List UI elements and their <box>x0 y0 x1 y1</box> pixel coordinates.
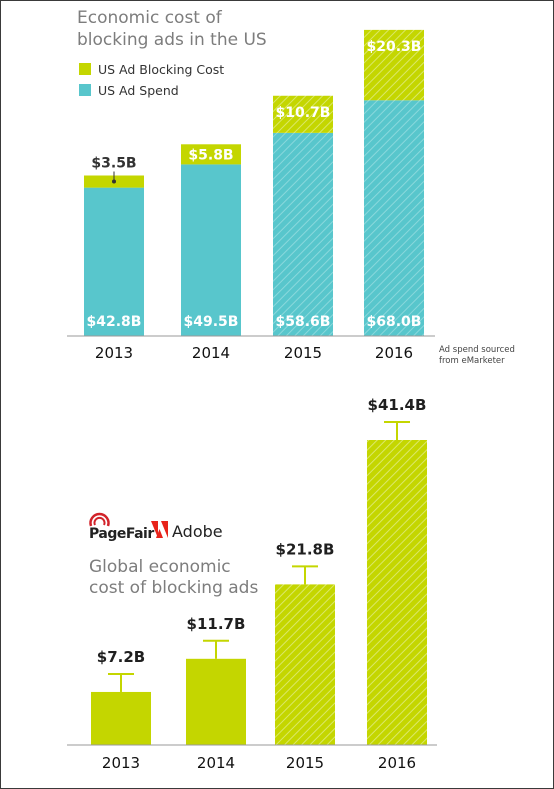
us-blocking-label-2015: $10.7B <box>276 105 331 121</box>
global-value-label-2015: $21.8B <box>276 540 335 558</box>
us-spend-bar-2015 <box>273 132 333 336</box>
adobe-logo-text: Adobe <box>172 522 223 541</box>
global-value-label-2014: $11.7B <box>187 615 246 633</box>
legend-swatch-blocking <box>79 63 91 75</box>
us-spend-label-2014: $49.5B <box>184 314 239 330</box>
adobe-logo: Adobe <box>151 521 223 541</box>
global-value-label-2016: $41.4B <box>368 396 427 414</box>
us-blocking-bar-2015 <box>273 95 333 133</box>
us-spend-bar-2016 <box>364 100 424 337</box>
us-chart-title-line-2: blocking ads in the US <box>77 30 267 50</box>
us-x-tick-labels: 2013 2014 2015 2016 <box>95 344 413 362</box>
us-spend-label-2013: $42.8B <box>87 314 142 330</box>
pagefair-mark-icon <box>89 512 110 527</box>
us-x-tick-2013: 2013 <box>95 344 133 362</box>
global-x-tick-2014: 2014 <box>197 754 235 772</box>
us-spend-bar-2014 <box>181 164 241 336</box>
legend-label-spend: US Ad Spend <box>98 83 179 98</box>
global-bar-2016 <box>367 440 427 745</box>
us-blocking-label-2016: $20.3B <box>367 39 422 55</box>
global-value-label-2013: $7.2B <box>97 648 145 666</box>
pagefair-logo: PageFair <box>89 512 155 542</box>
global-x-tick-2016: 2016 <box>378 754 416 772</box>
us-note-line-2: from eMarketer <box>439 356 505 366</box>
global-bar-2015 <box>275 584 335 745</box>
global-x-tick-labels: 2013 2014 2015 2016 <box>102 754 416 772</box>
us-blocking-bar-2016 <box>364 29 424 101</box>
adobe-mark-left-icon <box>151 521 158 538</box>
global-chart-title-line-2: cost of blocking ads <box>89 578 258 598</box>
legend-label-blocking: US Ad Blocking Cost <box>98 62 224 77</box>
global-bar-2014 <box>186 658 246 745</box>
us-chart: Economic cost of blocking ads in the US … <box>67 8 515 366</box>
us-x-tick-2016: 2016 <box>375 344 413 362</box>
us-bars: $42.8B $3.5B $49.5B $5.8B $58.6B $10.7B $68.0B… <box>84 29 424 337</box>
global-x-tick-2013: 2013 <box>102 754 140 772</box>
global-chart: PageFair Adobe Global economic cost of b… <box>67 396 437 772</box>
legend-swatch-spend <box>79 84 91 96</box>
us-legend: US Ad Blocking Cost US Ad Spend <box>79 62 224 98</box>
global-x-tick-2015: 2015 <box>286 754 324 772</box>
pagefair-mark-inner-icon <box>93 516 106 526</box>
us-chart-title-line-1: Economic cost of <box>77 8 223 28</box>
us-spend-label-2015: $58.6B <box>276 314 331 330</box>
adobe-mark-center-icon <box>156 529 163 538</box>
global-bar-2013 <box>91 691 151 745</box>
us-spend-label-2016: $68.0B <box>367 314 422 330</box>
adobe-mark-right-icon <box>161 521 168 538</box>
us-blocking-label-2013: $3.5B <box>91 155 136 171</box>
global-bars: $7.2B $11.7B $21.8B $41.4B <box>91 396 427 745</box>
pagefair-logo-text: PageFair <box>89 526 154 542</box>
global-chart-title-line-1: Global economic <box>89 557 231 577</box>
us-spend-bar-2013 <box>84 187 144 336</box>
us-blocking-leader-dot-2013 <box>112 179 116 184</box>
us-blocking-bar-2014 <box>181 144 241 165</box>
us-blocking-label-2014: $5.8B <box>188 147 233 163</box>
us-x-tick-2014: 2014 <box>192 344 230 362</box>
us-x-tick-2015: 2015 <box>284 344 322 362</box>
us-note-line-1: Ad spend sourced <box>439 345 515 355</box>
